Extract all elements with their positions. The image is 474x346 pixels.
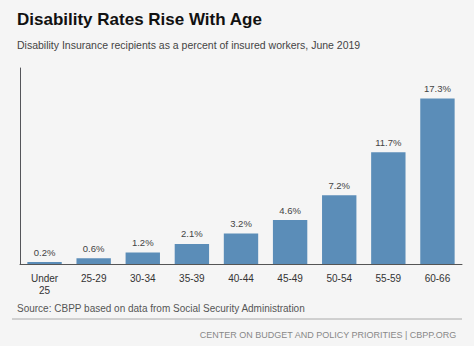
svg-text:3.2%: 3.2% (230, 218, 252, 229)
svg-text:2.1%: 2.1% (181, 228, 203, 239)
svg-text:Disability Rates Rise With Age: Disability Rates Rise With Age (17, 10, 262, 29)
svg-text:35-39: 35-39 (179, 273, 205, 284)
svg-text:60-66: 60-66 (425, 273, 451, 284)
svg-text:0.2%: 0.2% (34, 247, 56, 258)
svg-text:4.6%: 4.6% (279, 205, 301, 216)
svg-text:0.6%: 0.6% (83, 243, 105, 254)
svg-text:11.7%: 11.7% (375, 137, 402, 148)
svg-text:55-59: 55-59 (376, 273, 402, 284)
svg-text:40-44: 40-44 (228, 273, 254, 284)
svg-text:17.3%: 17.3% (424, 83, 451, 94)
svg-text:50-54: 50-54 (326, 273, 352, 284)
svg-text:Under: Under (31, 273, 59, 284)
svg-text:7.2%: 7.2% (328, 180, 350, 191)
svg-text:Source: CBPP based on data fro: Source: CBPP based on data from Social S… (17, 303, 305, 314)
svg-text:CENTER ON BUDGET AND POLICY PR: CENTER ON BUDGET AND POLICY PRIORITIES |… (200, 330, 456, 340)
svg-text:45-49: 45-49 (277, 273, 303, 284)
svg-text:30-34: 30-34 (130, 273, 156, 284)
svg-text:Disability Insurance recipient: Disability Insurance recipients as a per… (17, 39, 360, 51)
svg-text:1.2%: 1.2% (132, 237, 154, 248)
svg-text:25-29: 25-29 (81, 273, 107, 284)
svg-text:25: 25 (39, 285, 51, 296)
